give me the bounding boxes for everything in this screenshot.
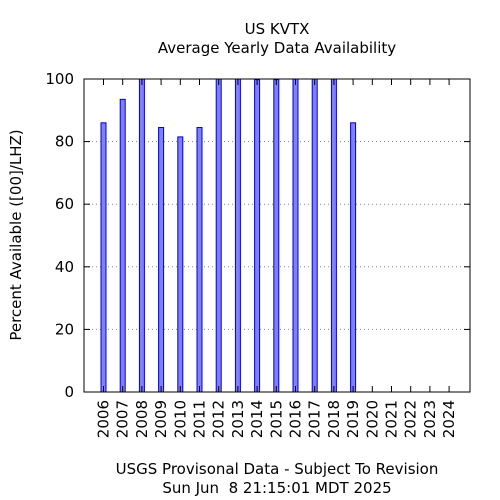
timestamp-footer: Sun Jun 8 21:15:01 MDT 2025 [162,479,391,497]
x-tick-label: 2016 [287,400,305,438]
x-axis-label: USGS Provisonal Data - Subject To Revisi… [116,460,439,478]
bar [234,78,241,393]
x-tick-label: 2013 [229,400,247,438]
x-tick-label: 2012 [210,400,228,438]
x-tick-label: 2024 [440,400,458,438]
bar [138,78,145,393]
bar [254,79,261,393]
x-axis-ticks: 2006 2007 2008 2009 2010 2011 2012 2013 2014 2015… [95,79,458,438]
bar [215,78,222,393]
x-tick-label: 2017 [306,400,324,438]
x-tick-label: 2011 [191,400,209,438]
y-axis-label: Percent Available ([00]/LHZ) [7,129,25,340]
x-tick-label: 2009 [152,400,170,438]
x-tick-label: 2008 [133,400,151,438]
y-tick-label: 60 [55,195,74,213]
x-tick-label: 2015 [267,400,285,438]
bar [292,78,299,393]
y-tick-label: 0 [64,383,74,401]
x-tick-label: 2023 [421,400,439,438]
bar [158,127,165,393]
bar [311,78,318,393]
bar [330,78,337,393]
y-tick-label: 80 [55,133,74,151]
plot-frame [83,78,471,393]
x-tick-label: 2018 [325,400,343,438]
chart-title: US KVTX [245,20,310,38]
y-tick-label: 20 [55,320,74,338]
x-tick-label: 2014 [248,400,266,438]
x-tick-label: 2019 [344,400,362,438]
x-tick-label: 2022 [402,400,420,438]
x-tick-label: 2020 [363,400,381,438]
x-tick-label: 2021 [383,400,401,438]
y-axis-ticks: 0 20 40 60 80 100 [45,70,470,401]
bar [350,122,357,393]
y-tick-label: 40 [55,258,74,276]
bars [100,78,357,393]
bar [100,122,107,393]
bar [119,98,126,393]
x-tick-label: 2006 [95,400,113,438]
y-tick-label: 100 [45,70,74,88]
x-tick-label: 2010 [171,400,189,438]
x-tick-label: 2007 [114,400,132,438]
bar [196,127,203,393]
bar [177,136,184,393]
chart-subtitle: Average Yearly Data Availability [158,39,396,57]
bar [273,79,280,393]
